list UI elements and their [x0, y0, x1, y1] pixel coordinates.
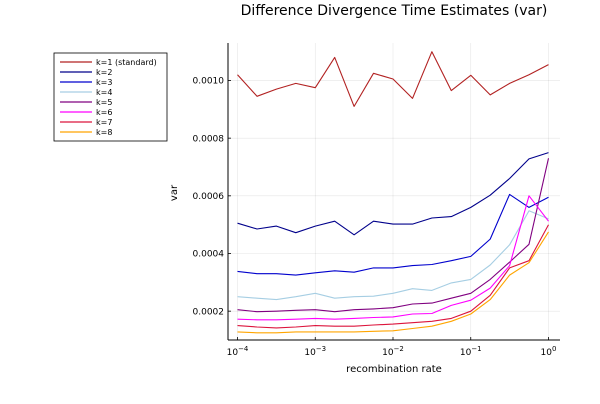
legend-label-1: k=1 (standard)	[96, 58, 157, 67]
series-line-1	[237, 51, 549, 107]
x-tick-label-3: 10−1	[460, 345, 482, 358]
x-tick-label-4: 100	[541, 345, 557, 358]
legend: k=1 (standard)k=2k=3k=4k=5k=6k=7k=8	[53, 52, 168, 142]
x-tick-label-0: 10−4	[227, 345, 249, 358]
legend-label-4: k=4	[96, 88, 112, 97]
series-line-2	[237, 152, 549, 236]
axes-layer: 10−4 10−3 10−2 10−1 100 0.0002 0.0004 0.0006 0.0…	[193, 43, 560, 358]
legend-label-7: k=7	[96, 118, 112, 127]
y-tick-label-1: 0.0004	[193, 250, 225, 260]
series-line-3	[237, 193, 549, 276]
legend-label-3: k=3	[96, 78, 112, 87]
y-tick-label-0: 0.0002	[193, 307, 225, 317]
y-tick-label-4: 0.0010	[193, 77, 225, 87]
x-axis-label: recombination rate	[346, 364, 442, 375]
series-layer	[237, 51, 550, 334]
grid-layer	[228, 43, 560, 340]
y-tick-label-2: 0.0006	[193, 192, 225, 202]
series-line-8	[237, 231, 549, 334]
x-tick-label-1: 10−3	[304, 345, 326, 358]
chart-title: Difference Divergence Time Estimates (va…	[241, 3, 548, 19]
legend-label-6: k=6	[96, 108, 112, 117]
series-line-5	[237, 158, 550, 313]
legend-label-8: k=8	[96, 128, 112, 137]
legend-label-5: k=5	[96, 98, 112, 107]
series-line-6	[237, 195, 549, 321]
x-tick-label-2: 10−2	[382, 345, 404, 358]
series-line-4	[237, 210, 549, 301]
y-axis-label: var	[169, 184, 180, 201]
series-line-7	[237, 224, 549, 329]
legend-label-2: k=2	[96, 68, 112, 77]
legend-box	[53, 52, 168, 142]
y-tick-label-3: 0.0008	[193, 134, 225, 144]
